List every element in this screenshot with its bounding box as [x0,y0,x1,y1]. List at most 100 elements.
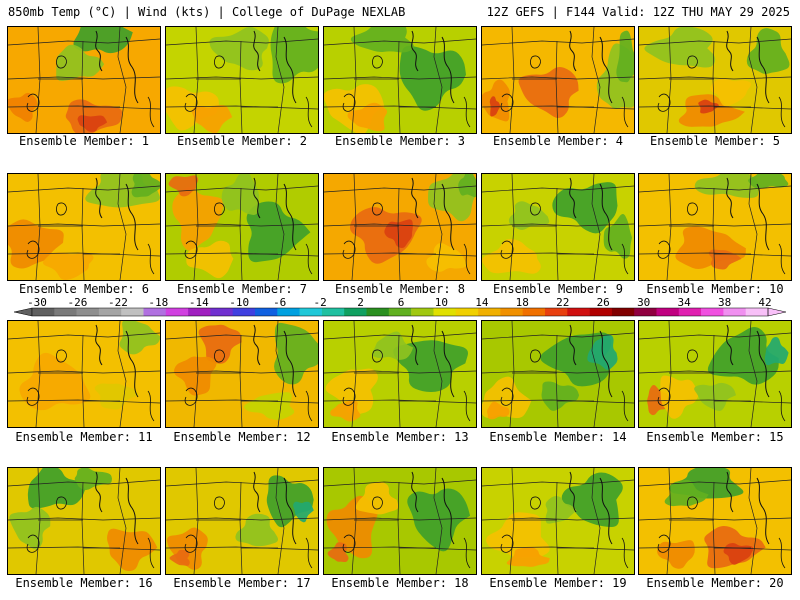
colorbar-swatch [656,308,680,316]
colorbar-swatch [165,308,189,316]
ensemble-panel [165,320,319,428]
ensemble-panel [638,26,792,134]
colorbar-tick-label: 34 [677,296,691,309]
colorbar-tick-label: -6 [273,296,287,309]
ensemble-panel [323,26,477,134]
ensemble-panel [323,467,477,575]
colorbar-tick-label: 26 [596,296,610,309]
ensemble-member-label: Ensemble Member: 16 [15,576,153,590]
colorbar-swatch [366,308,390,316]
temperature-field-map [166,27,318,133]
colorbar-left-arrow [13,307,33,317]
colorbar-tick-label: -22 [107,296,128,309]
colorbar-swatch [188,308,211,316]
colorbar-swatch [634,308,657,316]
temperature-field-map [639,468,791,574]
temperature-field-map [324,321,476,427]
ensemble-panel [7,320,161,428]
ensemble-panel [481,467,635,575]
colorbar-swatch [344,308,367,316]
ensemble-panel [165,26,319,134]
colorbar-swatch [611,308,635,316]
colorbar-tick-label: -14 [188,296,209,309]
temperature-field-map [639,27,791,133]
ensemble-member-label: Ensemble Member: 11 [15,430,153,444]
colorbar-tick-label: 2 [357,296,364,309]
temperature-field-map [482,174,634,280]
colorbar-swatch [76,308,100,316]
colorbar-swatch [723,308,746,316]
temperature-field-map [482,27,634,133]
colorbar-tick-label: 18 [515,296,529,309]
temperature-field-map [166,321,318,427]
colorbar-swatch [433,308,457,316]
colorbar-right-arrow [767,307,787,317]
colorbar-tick-label: -10 [229,296,250,309]
colorbar-swatch [143,308,167,316]
temperature-field-map [482,468,634,574]
temperature-field-map [8,321,160,427]
ensemble-member-label: Ensemble Member: 1 [18,134,150,148]
ensemble-member-label: Ensemble Member: 6 [18,282,150,296]
colorbar-swatch [32,308,55,316]
ensemble-member-label: Ensemble Member: 20 [646,576,784,590]
colorbar-tick-label: 38 [717,296,732,309]
temperature-field-map [324,468,476,574]
ensemble-panel [165,467,319,575]
ensemble-member-label: Ensemble Member: 13 [331,430,469,444]
colorbar-swatch [745,308,769,316]
colorbar-swatch [589,308,613,316]
ensemble-panel [481,320,635,428]
temperature-field-map [8,174,160,280]
colorbar-swatch [545,308,568,316]
ensemble-member-label: Ensemble Member: 9 [492,282,624,296]
colorbar-swatch [478,308,501,316]
ensemble-panel [481,173,635,281]
ensemble-member-label: Ensemble Member: 10 [646,282,784,296]
temperature-field-map [8,27,160,133]
ensemble-panel [323,320,477,428]
ensemble-member-label: Ensemble Member: 8 [334,282,466,296]
colorbar-tick-label: -2 [313,296,327,309]
colorbar-swatch [54,308,77,316]
colorbar-swatch [411,308,434,316]
ensemble-panel [481,26,635,134]
run-valid-time: 12Z GEFS | F144 Valid: 12Z THU MAY 29 20… [486,5,790,19]
colorbar-tick-label: 42 [758,296,772,309]
ensemble-member-label: Ensemble Member: 18 [331,576,469,590]
colorbar-tick-label: 6 [397,296,405,309]
temperature-field-map [639,174,791,280]
ensemble-member-label: Ensemble Member: 2 [176,134,308,148]
colorbar-swatch [567,308,590,316]
colorbar-tick-label: -30 [27,296,47,309]
temperature-field-map [8,468,160,574]
ensemble-member-label: Ensemble Member: 15 [646,430,784,444]
ensemble-member-label: Ensemble Member: 17 [173,576,311,590]
ensemble-panel [638,320,792,428]
colorbar-tick-label: 22 [556,296,570,309]
ensemble-panel [165,173,319,281]
colorbar-swatch [232,308,256,316]
temperature-field-map [482,321,634,427]
temperature-field-map [166,174,318,280]
map-title: 850mb Temp (°C) | Wind (kts) | College o… [8,5,406,19]
ensemble-panel [323,173,477,281]
colorbar-tick-label: -26 [67,296,88,309]
colorbar-swatch [522,308,546,316]
ensemble-member-label: Ensemble Member: 19 [489,576,627,590]
temperature-field-map [639,321,791,427]
temperature-field-map [166,468,318,574]
temperature-field-map [324,174,476,280]
colorbar-swatch [255,308,278,316]
temperature-colorbar [13,307,787,317]
colorbar-tick-label: 14 [475,296,489,309]
colorbar-swatch [500,308,523,316]
colorbar-swatch [210,308,233,316]
ensemble-panel [638,467,792,575]
ensemble-member-label: Ensemble Member: 14 [489,430,627,444]
colorbar-swatch [388,308,412,316]
ensemble-member-label: Ensemble Member: 3 [334,134,466,148]
colorbar-swatch [678,308,702,316]
colorbar-swatch [98,308,122,316]
colorbar-swatch [299,308,323,316]
